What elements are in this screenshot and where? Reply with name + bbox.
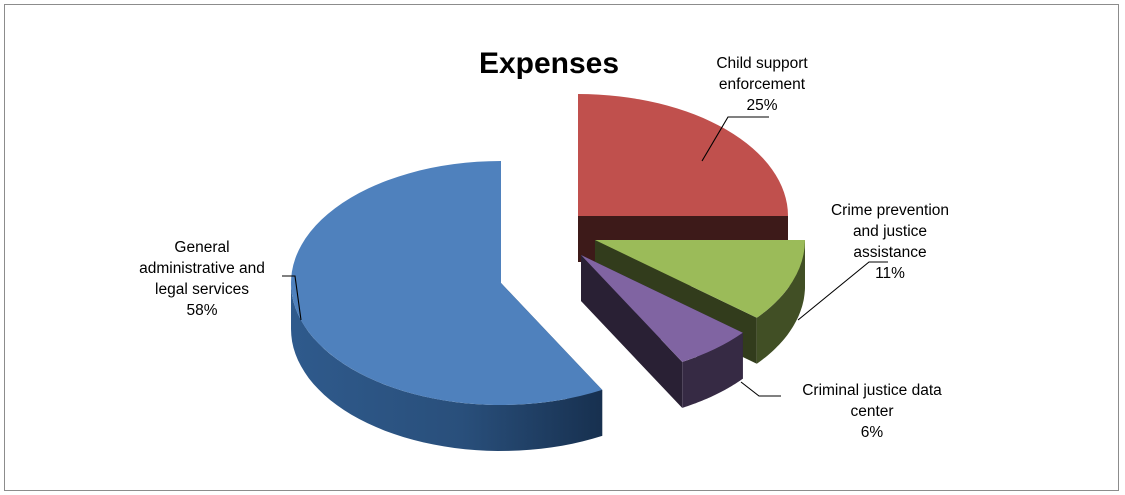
leader-line <box>282 275 302 321</box>
pie-slice-side <box>682 332 743 408</box>
pie-slice-wall <box>581 255 683 408</box>
slice-label-line: Child support <box>716 55 808 72</box>
slice-label: General administrative and legal services 5… <box>139 239 265 319</box>
pie-slice <box>291 161 603 451</box>
pie-slice <box>578 94 788 262</box>
pie-slice-side <box>756 240 805 364</box>
leader-line <box>701 116 769 162</box>
pie-slice-top <box>581 255 743 362</box>
leader-line <box>740 381 781 397</box>
chart-title: Expenses <box>479 47 619 80</box>
chart-frame: Expenses Child support enforcement 25% Crim… <box>4 4 1119 491</box>
pie-slice <box>581 255 743 408</box>
slice-label-line: assistance <box>853 244 926 261</box>
slice-label: Criminal justice data center 6% <box>802 382 942 441</box>
slice-label-line: General <box>174 239 229 256</box>
pie-slice-top <box>291 161 603 406</box>
slice-label: Crime prevention and justice assistance 11% <box>831 202 949 282</box>
slice-label-line: center <box>850 403 893 420</box>
slice-label-line: and justice <box>853 223 927 240</box>
slice-percent: 11% <box>875 265 905 282</box>
slice-label-line: Crime prevention <box>831 202 949 219</box>
pie-slice-top <box>578 94 788 216</box>
pie-slices <box>291 94 806 451</box>
slice-label: Child support enforcement 25% <box>716 55 808 114</box>
slice-label-line: legal services <box>155 281 249 298</box>
slice-label-line: administrative and <box>139 260 265 277</box>
slice-label-line: Criminal justice data <box>802 382 942 399</box>
leader-line <box>797 261 888 321</box>
pie-slice-top <box>595 240 806 318</box>
slice-label-line: enforcement <box>719 76 806 93</box>
pie-labels: Child support enforcement 25% Crime prevent… <box>139 55 949 441</box>
pie-chart: Expenses Child support enforcement 25% Crim… <box>139 47 949 451</box>
pie-slice-side <box>291 283 603 451</box>
slice-percent: 6% <box>861 424 884 441</box>
slice-percent: 58% <box>186 302 217 319</box>
slice-percent: 25% <box>746 97 777 114</box>
